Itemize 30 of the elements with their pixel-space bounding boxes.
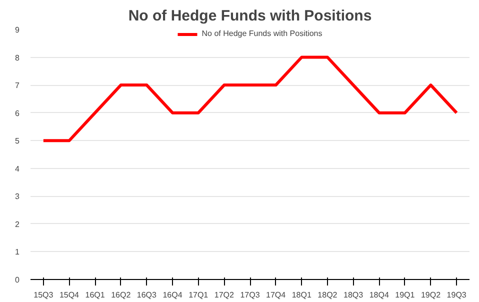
- y-tick-label: 3: [15, 192, 20, 202]
- x-tick-label: 17Q3: [240, 290, 260, 300]
- x-tick-label: 18Q4: [369, 290, 390, 300]
- x-tick-label: 19Q1: [395, 290, 416, 300]
- y-tick-label: 9: [15, 26, 20, 34]
- x-tick-label: 18Q3: [344, 290, 364, 300]
- y-tick-label: 7: [15, 81, 20, 90]
- x-tick-label: 18Q1: [292, 290, 312, 300]
- line-series: [42, 56, 458, 142]
- x-tick-label: 18Q2: [318, 290, 338, 300]
- y-tick-label: 6: [15, 108, 20, 118]
- x-tick-label: 19Q2: [420, 290, 442, 300]
- x-tick-label: 17Q2: [214, 290, 235, 300]
- y-tick-label: 1: [15, 248, 20, 257]
- x-tick-label: 16Q4: [162, 290, 183, 300]
- x-tick-label: 16Q2: [111, 290, 132, 300]
- x-tick-label: 16Q1: [85, 290, 106, 300]
- y-tick-label: 5: [15, 136, 20, 146]
- y-tick-label: 2: [15, 220, 20, 229]
- y-tick-label: 0: [15, 276, 20, 284]
- x-tick-label: 15Q3: [34, 290, 54, 300]
- chart-title: No of Hedge Funds with Positions: [128, 8, 372, 24]
- x-tick-label: 16Q3: [136, 290, 158, 300]
- x-tick-label: 17Q4: [266, 290, 286, 300]
- x-tick-label: 15Q4: [59, 290, 80, 300]
- x-tick-label: 17Q1: [188, 290, 209, 300]
- y-tick-label: 8: [15, 53, 20, 62]
- x-tick-label: 19Q3: [446, 290, 467, 300]
- legend-label: No of Hedge Funds with Positions: [202, 29, 322, 38]
- y-tick-label: 4: [15, 164, 20, 174]
